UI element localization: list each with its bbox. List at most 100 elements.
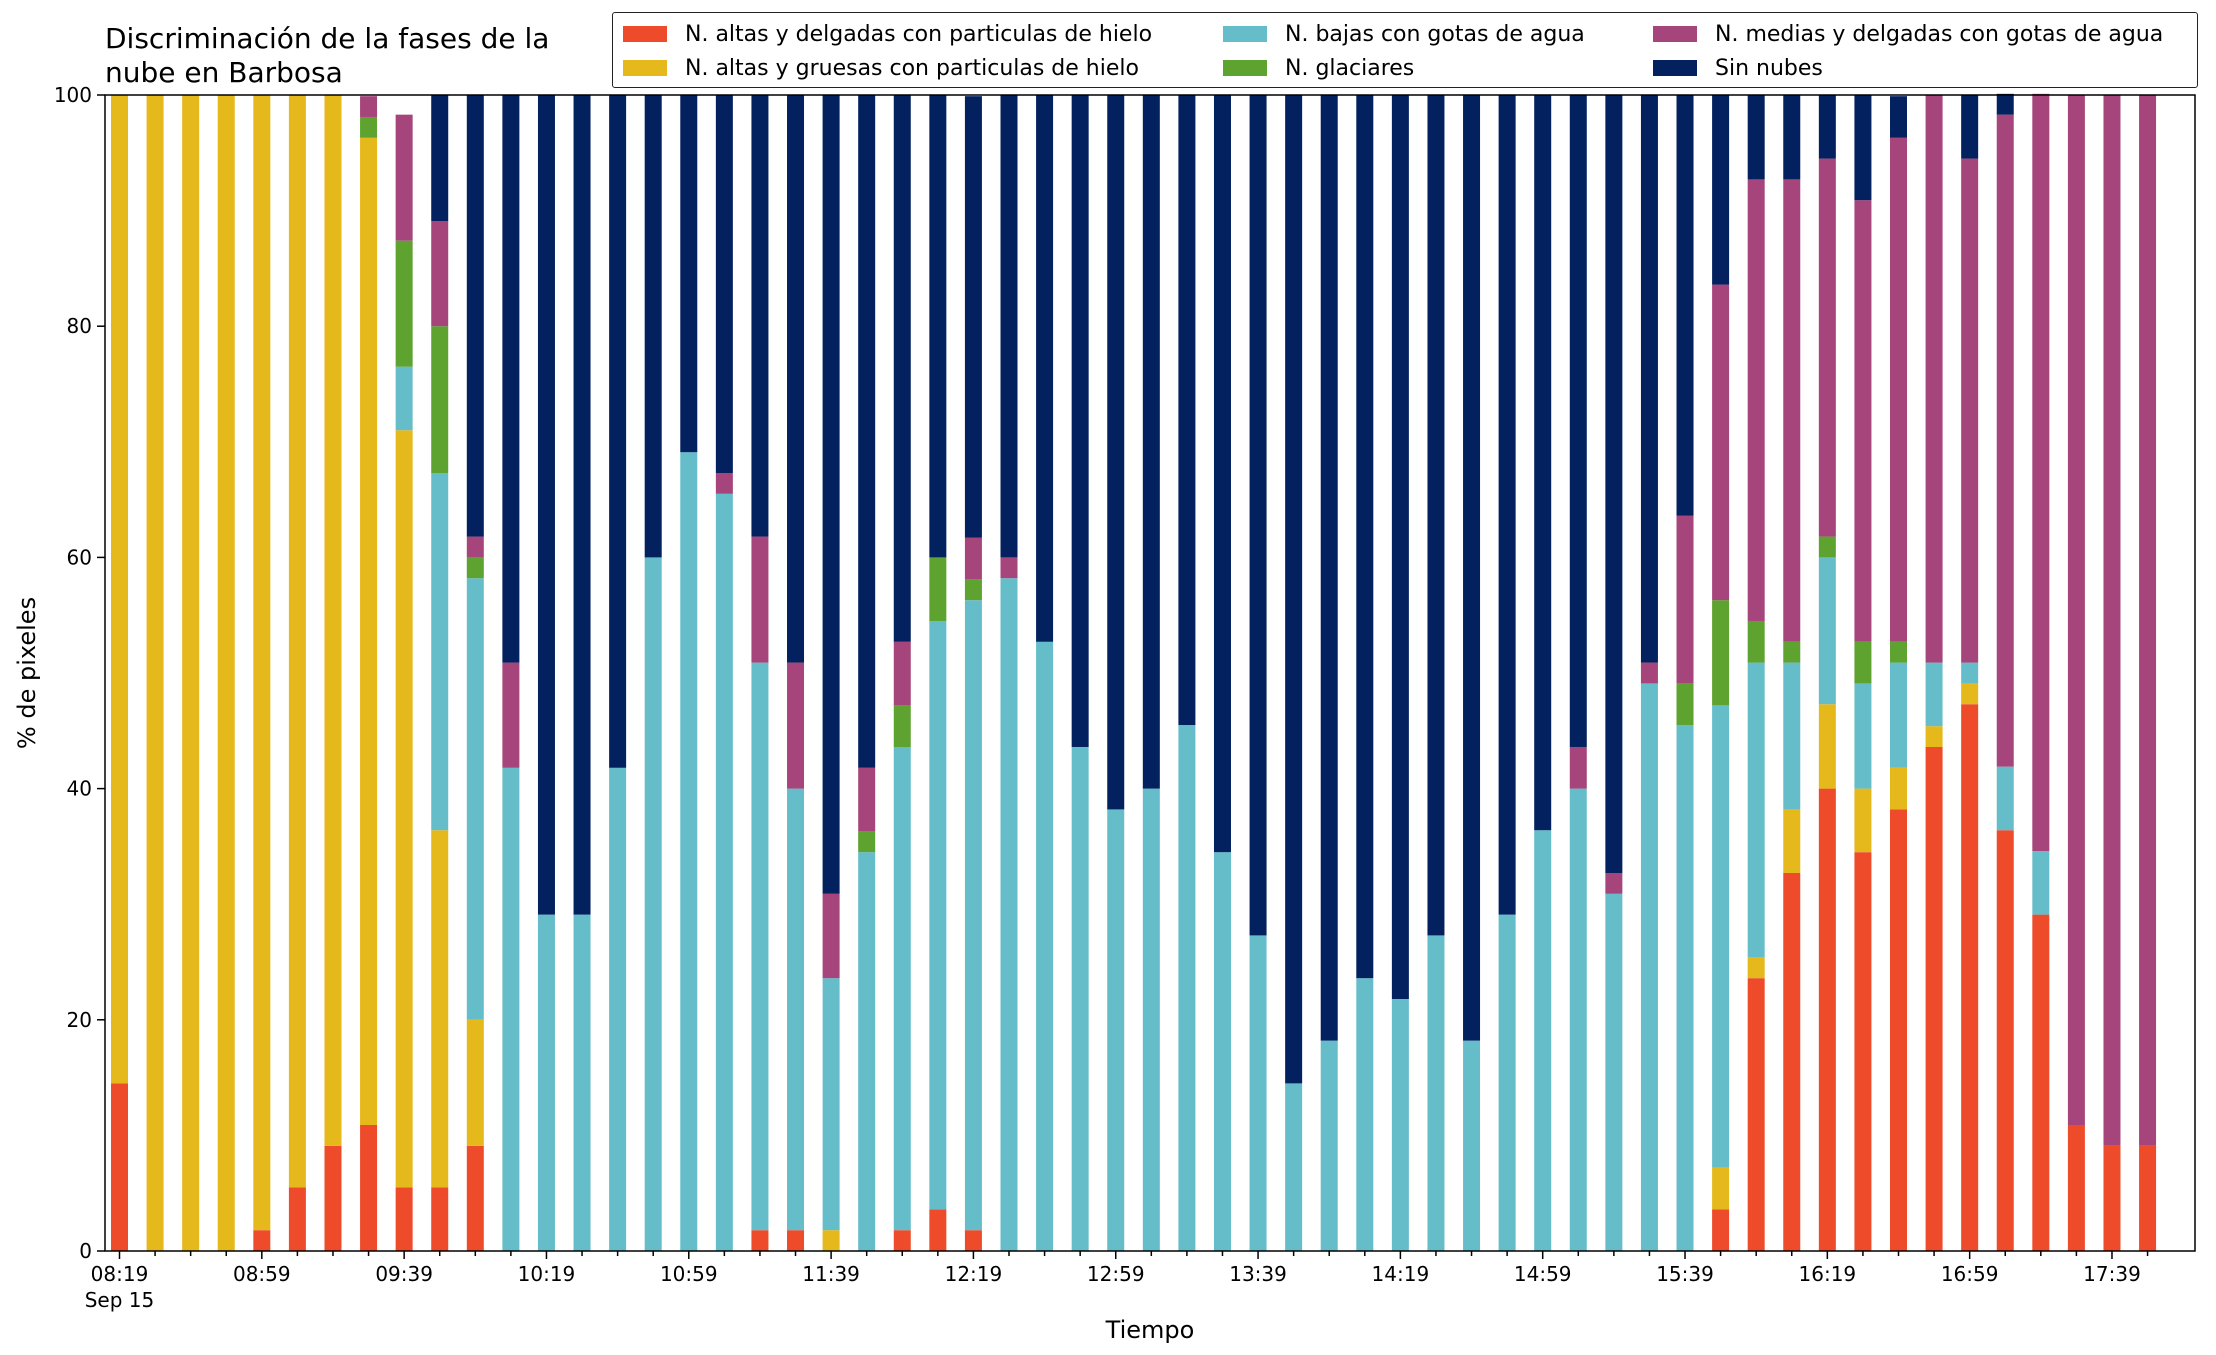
bar-segment <box>537 95 555 915</box>
bar-segment <box>1605 893 1623 1251</box>
bar-segment <box>1391 998 1409 1251</box>
y-tick-label: 40 <box>67 777 92 801</box>
x-tick-label: 15:39 <box>1656 1262 1714 1286</box>
bar-segment <box>680 95 698 453</box>
chart-title-line-2: nube en Barbosa <box>105 56 343 89</box>
x-tick-label: 11:39 <box>802 1262 860 1286</box>
bar-segment <box>1961 158 1979 663</box>
y-tick-label: 60 <box>67 545 92 569</box>
y-tick-label: 0 <box>79 1239 92 1263</box>
bar-segment <box>1569 788 1587 1251</box>
bar-segment <box>1783 641 1801 663</box>
legend-item-sin-nubes: Sin nubes <box>1653 51 1823 85</box>
bar-segment <box>253 95 271 1231</box>
bar-segment <box>1961 662 1979 684</box>
bar-segment <box>1961 95 1979 159</box>
bar-segment <box>1747 620 1765 663</box>
bar-segment <box>1712 705 1730 1168</box>
bar-segment <box>1818 704 1836 789</box>
legend-item-glaciares: N. glaciares <box>1223 51 1414 85</box>
x-axis-label: Tiempo <box>1105 1316 1195 1344</box>
bar-segment <box>1676 95 1694 516</box>
bar-segment <box>787 95 805 663</box>
bar-segment <box>466 557 484 579</box>
bar-segment <box>502 662 520 768</box>
bar-segment <box>644 95 662 558</box>
bar-segment <box>1142 788 1160 1251</box>
chart-title-line-1: Discriminación de la fases de la <box>105 22 550 55</box>
bar-segment <box>360 1125 378 1251</box>
legend-item-altas-delgadas: N. altas y delgadas con particulas de hi… <box>623 17 1152 51</box>
bar-segment <box>2067 1125 2085 1251</box>
x-tick-label: 08:59 <box>233 1262 291 1286</box>
x-tick-label: 13:39 <box>1229 1262 1287 1286</box>
bar-segment <box>893 1230 911 1251</box>
bar-segment <box>1391 95 1409 999</box>
bar-segment <box>1071 95 1089 747</box>
bar-segment <box>1996 114 2014 767</box>
legend-swatch <box>623 26 667 42</box>
bar-segment <box>253 1230 271 1251</box>
bar-segment <box>1925 746 1943 1251</box>
bar-segment <box>715 473 733 494</box>
bar-segment <box>360 137 378 1125</box>
bar-segment <box>431 473 449 831</box>
bar-segment <box>1854 788 1872 853</box>
bar-segment <box>893 641 911 706</box>
bar-segment <box>360 96 378 117</box>
bar-segment <box>1818 788 1836 1251</box>
bar-segment <box>2032 93 2050 852</box>
bar-segment <box>2032 851 2050 915</box>
x-tick-label: 16:19 <box>1799 1262 1857 1286</box>
bar-segment <box>1890 662 1907 768</box>
bar-segment <box>1427 935 1445 1251</box>
bar-segment <box>1783 872 1801 1251</box>
legend-label: N. glaciares <box>1285 55 1415 81</box>
bar-segment <box>644 557 662 1251</box>
bar-segment <box>822 893 840 979</box>
bar-segment <box>680 452 698 1251</box>
bar-segment <box>1747 95 1765 180</box>
bar-segment <box>964 96 982 538</box>
bar-segment <box>1569 95 1587 747</box>
bar-segment <box>1996 830 2014 1251</box>
bar-segment <box>1854 95 1872 201</box>
legend-label: Sin nubes <box>1715 55 1823 81</box>
bar-segment <box>2032 914 2050 1251</box>
bar-segment <box>466 578 484 1020</box>
bar-segment <box>1712 284 1730 601</box>
bar-segment <box>1890 641 1907 663</box>
bar-segment <box>1783 809 1801 873</box>
bar-segment <box>1640 662 1658 684</box>
bar-segment <box>1676 515 1694 684</box>
bar-segment <box>1142 95 1160 789</box>
bar-segment <box>929 557 947 621</box>
bar-segment <box>858 95 876 768</box>
bar-segment <box>324 1145 342 1251</box>
y-tick-label: 100 <box>54 83 92 107</box>
bar-segment <box>893 705 911 747</box>
bar-segment <box>1569 746 1587 789</box>
bar-segment <box>1747 978 1765 1251</box>
bar-segment <box>288 1187 306 1251</box>
bar-segment <box>1498 95 1516 915</box>
bar-segment <box>787 788 805 1231</box>
bar-segment <box>1676 725 1694 1251</box>
bar-segment <box>1854 683 1872 789</box>
bar-segment <box>1890 809 1907 1251</box>
bar-segment <box>1178 725 1196 1251</box>
bar-segment <box>1213 852 1231 1251</box>
bar-segment <box>431 95 449 221</box>
legend-label: N. altas y delgadas con particulas de hi… <box>685 21 1153 47</box>
x-tick-label: 08:19 <box>91 1262 149 1286</box>
bar-segment <box>1213 95 1231 853</box>
bar-segment <box>431 326 449 474</box>
bar-segment <box>288 95 306 1188</box>
bar-segment <box>1747 957 1765 979</box>
bar-segment <box>715 95 733 474</box>
bar-segment <box>858 831 876 853</box>
bar-segment <box>1712 1167 1730 1210</box>
bar-segment <box>1783 95 1801 180</box>
bar-segment <box>2139 95 2157 1146</box>
